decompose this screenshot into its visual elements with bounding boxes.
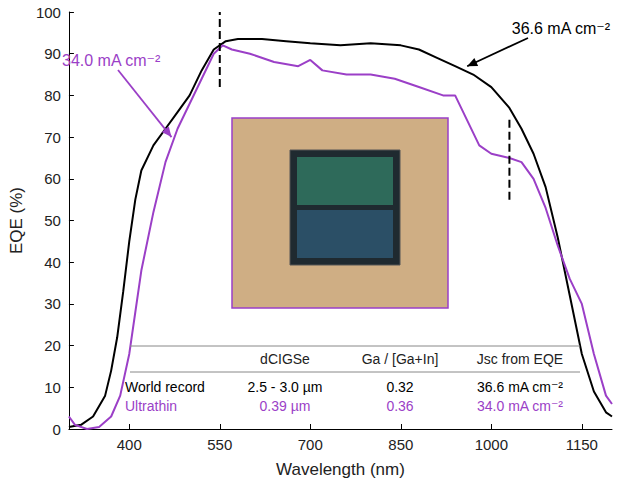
svg-text:60: 60 [44,170,61,187]
svg-text:90: 90 [44,45,61,62]
svg-text:0: 0 [53,421,61,438]
svg-text:36.6 mA cm⁻²: 36.6 mA cm⁻² [477,379,563,395]
svg-text:36.6 mA cm⁻²: 36.6 mA cm⁻² [512,20,611,37]
svg-text:World record: World record [125,379,205,395]
svg-text:dCIGSe: dCIGSe [260,351,310,367]
svg-text:Jsc from EQE: Jsc from EQE [477,351,563,367]
svg-text:0.39 µm: 0.39 µm [260,398,311,414]
svg-text:550: 550 [207,436,232,453]
svg-text:0.36: 0.36 [386,398,413,414]
svg-text:70: 70 [44,129,61,146]
svg-text:Ga / [Ga+In]: Ga / [Ga+In] [362,351,439,367]
svg-text:400: 400 [117,436,142,453]
svg-text:0.32: 0.32 [386,379,413,395]
svg-text:40: 40 [44,254,61,271]
svg-text:Wavelength (nm): Wavelength (nm) [276,460,405,479]
svg-text:2.5 - 3.0 µm: 2.5 - 3.0 µm [248,379,323,395]
svg-text:10: 10 [44,379,61,396]
svg-text:34.0 mA cm⁻²: 34.0 mA cm⁻² [477,398,563,414]
svg-text:80: 80 [44,87,61,104]
svg-text:EQE (%): EQE (%) [7,187,26,254]
svg-text:20: 20 [44,337,61,354]
svg-text:1150: 1150 [566,436,598,453]
svg-text:1000: 1000 [475,436,508,453]
svg-text:50: 50 [44,212,61,229]
svg-text:34.0 mA cm⁻²: 34.0 mA cm⁻² [62,52,161,69]
svg-text:850: 850 [388,436,413,453]
svg-text:100: 100 [36,4,61,21]
svg-text:Ultrathin: Ultrathin [125,398,177,414]
svg-text:700: 700 [298,436,323,453]
svg-text:30: 30 [44,295,61,312]
